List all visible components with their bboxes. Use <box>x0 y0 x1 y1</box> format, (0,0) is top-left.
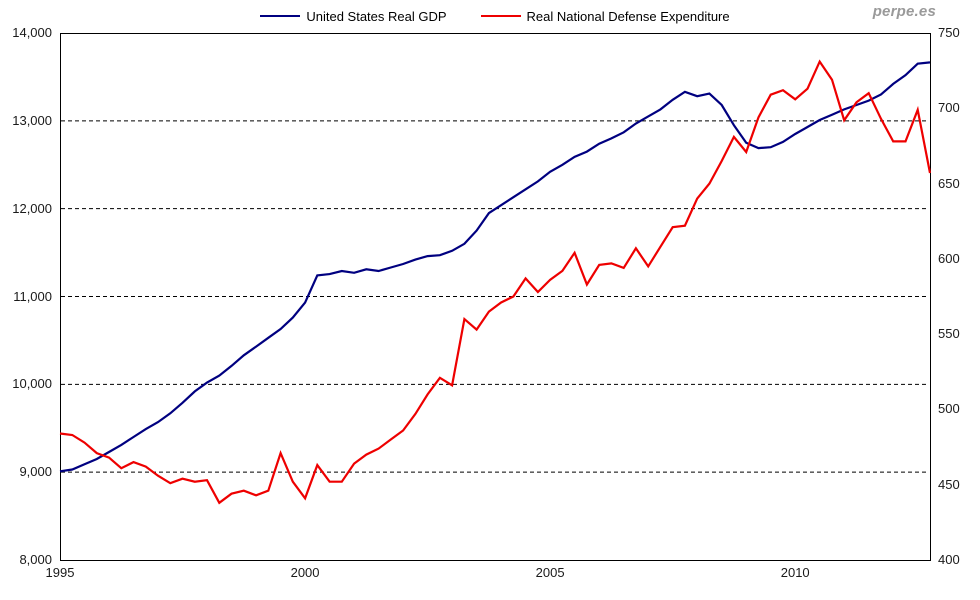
watermark-perpe-es: perpe.es <box>872 3 936 20</box>
y-axis-tick-label: 450 <box>938 476 960 492</box>
y-axis-tick-label: 11,000 <box>13 288 52 304</box>
y-axis-tick-label: 750 <box>938 25 960 40</box>
legend-item-gdp: United States Real GDP <box>260 8 447 24</box>
series-line-defense <box>59 59 932 505</box>
y-axis-tick-label: 400 <box>938 552 960 567</box>
y-axis-tick-label: 500 <box>938 401 960 417</box>
y-axis-tick-label: 700 <box>938 100 960 116</box>
x-axis-tick-label: 2010 <box>780 565 810 580</box>
defense-line-swatch <box>480 15 521 17</box>
x-axis-tick-label: 2000 <box>290 565 320 580</box>
legend-item-defense: Real National Defense Expenditure <box>480 8 730 24</box>
y-axis-tick-label: 9,000 <box>19 464 52 480</box>
y-axis-tick-label: 8,000 <box>19 552 52 567</box>
gdp-line-swatch <box>260 15 301 17</box>
legend: United States Real GDP Real National Def… <box>60 5 930 27</box>
y-axis-tick-label: 10,000 <box>12 376 52 392</box>
y-axis-tick-label: 600 <box>938 250 960 266</box>
y-axis-tick-label: 13,000 <box>12 112 52 128</box>
x-axis-tick-label: 1995 <box>45 565 75 580</box>
y-axis-tick-label: 650 <box>938 175 960 191</box>
y-axis-tick-label: 550 <box>938 326 960 342</box>
y-axis-tick-label: 14,000 <box>12 25 52 40</box>
series-line-gdp <box>59 61 931 473</box>
defense-legend-label: Real National Defense Expenditure <box>526 8 730 24</box>
gdp-legend-label: United States Real GDP <box>306 8 447 24</box>
x-axis-tick-label: 2005 <box>535 565 565 580</box>
y-axis-tick-label: 12,000 <box>12 200 52 216</box>
